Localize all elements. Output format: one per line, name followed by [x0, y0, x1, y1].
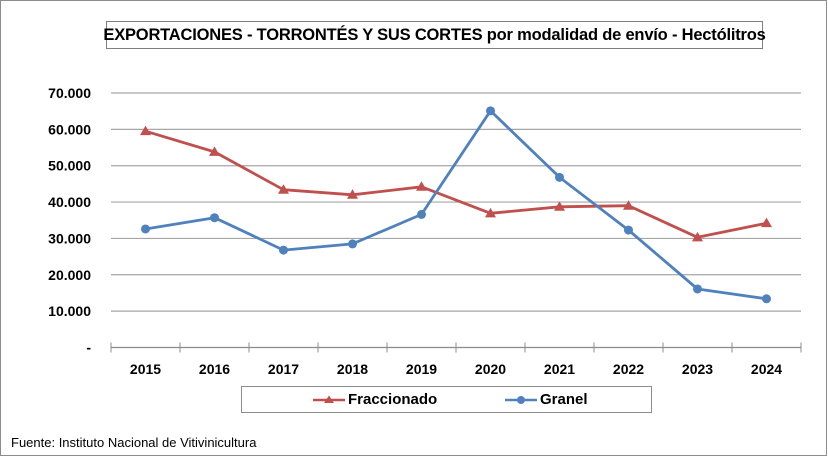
x-tick-label: 2020 — [475, 361, 506, 377]
y-axis-ticks: - 10.000 20.000 30.000 40.000 50.000 60.000 70.… — [48, 85, 91, 356]
data-point — [762, 294, 771, 304]
triangle-marker-icon — [313, 395, 345, 403]
data-point — [209, 146, 220, 156]
chart-title: EXPORTACIONES - TORRONTÉS Y SUS CORTES p… — [103, 25, 766, 44]
data-point — [347, 189, 358, 199]
x-tick-label: 2022 — [613, 361, 644, 377]
legend-label: Granel — [540, 391, 588, 408]
data-point — [141, 224, 150, 234]
x-tick-label: 2023 — [682, 361, 713, 377]
x-tick-label: 2019 — [406, 361, 437, 377]
x-tick-label: 2015 — [130, 361, 161, 377]
x-tick-label: 2017 — [268, 361, 299, 377]
data-point — [210, 213, 219, 223]
y-tick-label: 60.000 — [48, 121, 91, 137]
data-point — [693, 284, 702, 294]
y-tick-label: - — [86, 340, 91, 356]
data-point — [417, 209, 426, 219]
data-point — [624, 225, 633, 235]
y-tick-label: 30.000 — [48, 230, 91, 246]
series-line — [145, 109, 767, 301]
y-tick-label: 10.000 — [48, 303, 91, 319]
x-axis — [110, 342, 802, 353]
x-tick-label: 2018 — [337, 361, 368, 377]
chart-title-box: EXPORTACIONES - TORRONTÉS Y SUS CORTES p… — [103, 21, 766, 49]
y-tick-label: 20.000 — [48, 267, 91, 283]
series-line — [145, 129, 767, 239]
y-tick-label: 40.000 — [48, 194, 91, 210]
gridlines — [111, 92, 801, 312]
y-tick-label: 50.000 — [48, 158, 91, 174]
series-group — [140, 106, 772, 304]
x-axis-labels: 2015 2016 2017 2018 2019 2020 2021 2022 2023 2024 — [130, 361, 782, 377]
legend-item-granel: Granel — [504, 387, 588, 412]
x-tick-label: 2024 — [751, 361, 782, 377]
data-point — [554, 201, 565, 211]
data-point — [486, 106, 495, 116]
series-fraccionado — [140, 125, 772, 242]
data-point — [485, 207, 496, 218]
x-tick-label: 2016 — [199, 361, 230, 377]
y-tick-label: 70.000 — [48, 85, 91, 101]
circle-marker-icon — [505, 395, 537, 404]
x-tick-label: 2021 — [544, 361, 575, 377]
legend-item-fraccionado: Fraccionado — [312, 387, 437, 412]
source-note: Fuente: Instituto Nacional de Vitivinicu… — [11, 435, 257, 450]
data-point — [555, 172, 564, 182]
data-point — [278, 184, 289, 194]
data-point — [623, 200, 634, 210]
data-point — [761, 217, 772, 228]
data-point — [279, 245, 288, 255]
legend: Fraccionado Granel — [241, 386, 652, 413]
data-point — [416, 181, 427, 191]
data-point — [140, 125, 151, 136]
data-point — [348, 239, 357, 249]
legend-label: Fraccionado — [348, 391, 438, 408]
data-point — [692, 231, 703, 242]
series-granel — [141, 106, 771, 304]
